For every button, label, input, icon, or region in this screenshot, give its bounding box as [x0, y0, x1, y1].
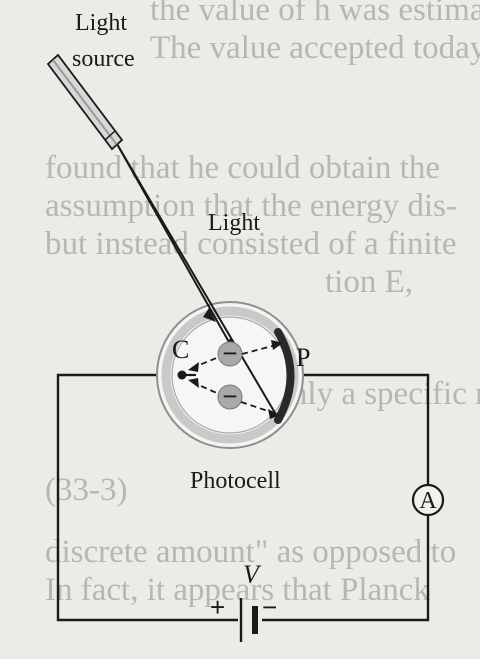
- bleed-line-5: but instead consisted of a finite: [45, 226, 457, 262]
- light-source-highlight: [52, 59, 118, 146]
- photocell-label: Photocell: [190, 468, 281, 494]
- electron-lower-sign: −: [222, 381, 237, 411]
- anode-plate: [274, 328, 295, 424]
- arrowhead-to-c-upper: [188, 362, 199, 372]
- voltage-label: V: [243, 560, 262, 589]
- wire-right-bottom: [262, 515, 430, 622]
- light-source-lens: [104, 130, 116, 141]
- circuit-wires: [56, 373, 430, 622]
- bleed-line-4: assumption that the energy dis-: [45, 188, 457, 224]
- wire-right-top: [298, 373, 430, 485]
- plate-label: P: [296, 343, 310, 372]
- ammeter-circle: [411, 483, 445, 517]
- photocell-bulb: [156, 301, 304, 449]
- light-label: Light: [208, 210, 260, 236]
- cathode-label: C: [172, 335, 189, 364]
- arrowhead-to-p-upper: [271, 340, 283, 350]
- battery-plus-sign: +: [210, 592, 225, 622]
- arrowhead-to-c-lower: [188, 378, 199, 388]
- bleed-through-text: the value of h was estimated by The valu…: [45, 0, 480, 608]
- light-source-label-line1: Light: [75, 10, 127, 36]
- battery-minus-sign: −: [262, 592, 277, 622]
- battery: + − V: [210, 560, 277, 642]
- bleed-line-9: discrete amount" as opposed to: [45, 534, 456, 570]
- light-arrowhead-1: [203, 308, 216, 322]
- light-source: [46, 53, 124, 151]
- bleed-line-3: found that he could obtain the: [45, 150, 440, 186]
- light-ray-2: [116, 143, 279, 419]
- bleed-line-10: In fact, it appears that Planck: [45, 572, 430, 608]
- ammeter-label: A: [419, 488, 437, 514]
- ammeter: A: [411, 483, 445, 517]
- electron-arrowheads: [188, 340, 283, 419]
- cathode-dot: [177, 370, 187, 380]
- arrowhead-to-p-lower: [268, 409, 280, 419]
- bleed-line-6: tion E,: [325, 264, 413, 300]
- bleed-line-2: The value accepted today is: [150, 30, 480, 66]
- light-source-label-line2: source: [72, 46, 135, 72]
- wire-left: [56, 373, 238, 622]
- electron-upper-sign: −: [222, 338, 237, 368]
- bleed-line-1: the value of h was estimated by: [150, 0, 480, 28]
- electron-lower: [217, 384, 243, 410]
- electrons: − −: [217, 338, 243, 411]
- cathode: [177, 370, 196, 380]
